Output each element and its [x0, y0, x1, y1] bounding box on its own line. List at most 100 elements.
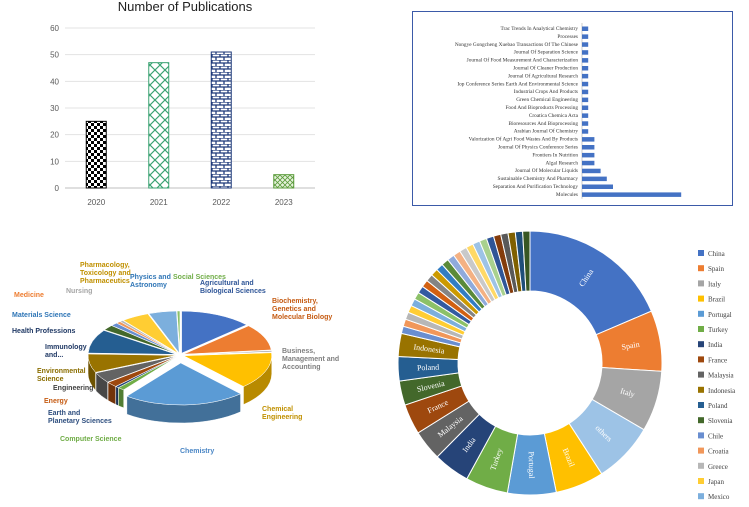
- legend-label: Mexico: [708, 493, 730, 501]
- x-tick-label: 2023: [275, 198, 293, 207]
- bar: [273, 174, 295, 189]
- journal-bar: [582, 129, 589, 134]
- pie-slice: [148, 310, 180, 354]
- legend-swatch: [698, 265, 704, 272]
- journal-bar: [582, 168, 601, 174]
- legend-label: Greece: [708, 463, 728, 471]
- journal-label: Molecules: [556, 192, 578, 198]
- legend-label: Spain: [708, 265, 724, 273]
- pie-label: Chemistry: [180, 448, 214, 455]
- y-tick-label: 60: [50, 24, 59, 33]
- journal-label: Journal Of Separation Science: [514, 49, 579, 56]
- journal-label: Food And Bioproducts Processing: [505, 105, 578, 111]
- legend-swatch: [698, 402, 704, 408]
- donut-segment-label: Italy: [619, 386, 636, 399]
- journal-label: Separation And Purification Technology: [493, 183, 579, 190]
- pie-slice: [87, 330, 177, 355]
- journal-label: Iop Conference Series Earth And Environm…: [457, 80, 578, 87]
- pie-label: Biochemistry, Genetics and Molecular Biolo…: [272, 298, 332, 321]
- pie-label: Business, Management and Accounting: [282, 348, 339, 371]
- legend-swatch: [698, 250, 704, 256]
- legend-swatch: [698, 371, 704, 378]
- journal-label: Croatica Chemica Acta: [529, 113, 579, 119]
- legend-label: China: [708, 250, 726, 258]
- journal-label: Nongye Gongcheng Xuebao Transactions Of …: [455, 41, 579, 48]
- legend-label: Malaysia: [708, 372, 735, 380]
- legend-swatch: [698, 386, 704, 393]
- legend-label: Poland: [708, 402, 728, 410]
- pie-label: Materials Science: [12, 312, 71, 319]
- journal-bar: [582, 113, 589, 118]
- journal-bar: [582, 137, 595, 142]
- journal-label: Valorization Of Agri Food Wastes And By …: [469, 136, 578, 143]
- legend-swatch: [698, 326, 704, 332]
- pie-slice: [182, 352, 272, 387]
- pie-slice: [87, 353, 177, 373]
- journal-label: Journal Of Food Measurement And Characte…: [467, 57, 579, 64]
- journal-bar: [582, 121, 589, 126]
- pie-slice-side: [118, 387, 124, 409]
- donut-segment-label: Portugal: [527, 451, 536, 479]
- y-tick-label: 50: [50, 51, 59, 60]
- bar: [85, 120, 107, 189]
- x-tick-label: 2021: [150, 198, 168, 207]
- pie-label: Pharmacology, Toxicology and Pharmaceutics: [80, 262, 131, 285]
- legend: China Spain Italy Brazil Portugal Turkey India…: [698, 250, 736, 501]
- legend-swatch: [698, 462, 704, 469]
- legend-swatch: [698, 356, 704, 363]
- pie-slice: [95, 355, 177, 383]
- journal-bar: [582, 73, 589, 79]
- legend-swatch: [698, 280, 704, 287]
- legend-swatch: [698, 432, 704, 439]
- legend-swatch: [698, 295, 704, 302]
- journal-bar: [582, 145, 595, 150]
- journal-label: Arabian Journal Of Chemistry: [514, 128, 579, 135]
- legend-label: Croatia: [708, 448, 729, 456]
- legend-label: India: [708, 341, 723, 349]
- pie-slice: [181, 310, 248, 354]
- chart-border: [412, 11, 733, 206]
- legend-label: Chile: [708, 432, 723, 440]
- pie-label: Physics and Astronomy: [130, 274, 171, 289]
- x-tick-label: 2020: [87, 198, 105, 207]
- y-tick-label: 40: [50, 77, 59, 86]
- legend-swatch: [698, 341, 704, 348]
- journal-bar: [582, 26, 589, 31]
- pie-label: Engineering: [53, 385, 93, 392]
- pie-slices: [87, 310, 273, 424]
- legend-swatch: [698, 478, 704, 484]
- journal-bar: [582, 50, 589, 55]
- journal-bar: [582, 58, 589, 63]
- donut-segment-label: Indonesia: [413, 342, 445, 355]
- legend-swatch: [698, 310, 704, 317]
- journal-bar: [582, 176, 607, 182]
- subject-area-pie-chart: Agricultural and Biological Sciences Bioch…: [12, 262, 339, 455]
- pie-slice: [183, 350, 273, 356]
- pie-label: Agricultural and Biological Sciences: [200, 280, 266, 295]
- y-tick-label: 30: [50, 104, 59, 113]
- legend-label: Indonesia: [708, 387, 736, 395]
- country-donut-chart: ChinaSpainItalyothersBrazilPortugalTurke…: [397, 230, 736, 501]
- legend-label: Slovenia: [708, 417, 733, 425]
- pie-label: Medicine: [14, 292, 44, 299]
- donut-segment: [529, 230, 653, 336]
- legend-label: Italy: [708, 280, 721, 288]
- legend-label: France: [708, 356, 727, 364]
- pie-label: Immunology and...: [45, 344, 87, 359]
- x-tick-label: 2022: [212, 198, 230, 207]
- journal-label: Algal Research: [545, 160, 578, 166]
- pie-label: Chemical Engineering: [262, 406, 302, 421]
- journal-label: Industrial Crops And Products: [514, 89, 578, 95]
- pie-labels: Agricultural and Biological Sciences Bioch…: [12, 262, 339, 455]
- journal-bar: [582, 89, 589, 95]
- journal-bar: [582, 66, 589, 71]
- pie-slice: [126, 362, 242, 406]
- journal-label: Journal Of Cleaner Production: [513, 65, 578, 72]
- y-tick-label: 20: [50, 131, 59, 140]
- donut-segment-label: Spain: [621, 340, 640, 352]
- journal-bar: [582, 192, 682, 197]
- y-tick-label: 10: [50, 157, 59, 166]
- journal-bar: [582, 184, 613, 189]
- journal-label: Sustainable Chemistry And Pharmacy: [498, 176, 579, 182]
- donut-segment: [522, 230, 531, 292]
